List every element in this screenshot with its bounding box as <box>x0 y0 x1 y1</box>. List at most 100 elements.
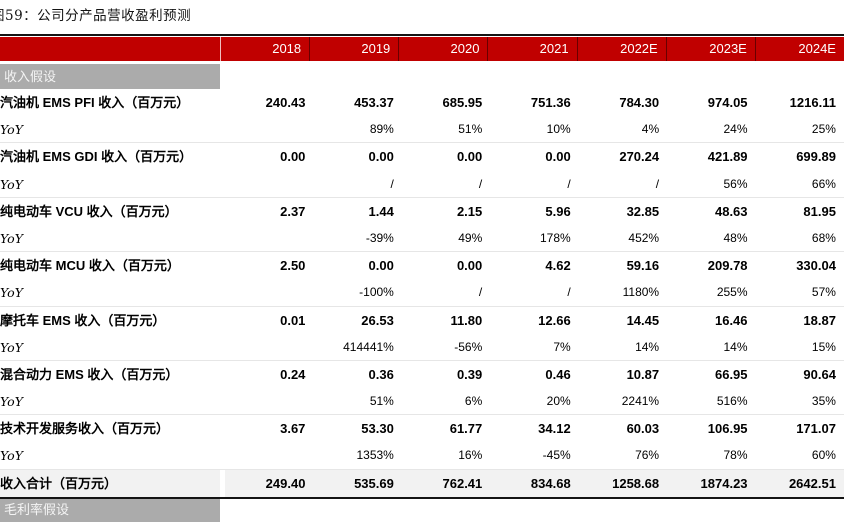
cell: 0.36 <box>368 366 394 382</box>
cell: 89% <box>369 122 394 137</box>
table-row: 纯电动车 VCU 收入（百万元） 2.37 1.44 2.15 5.96 32.85 48.… <box>0 198 844 225</box>
cell: 0.00 <box>280 149 306 165</box>
table-row: YoY 51% 6% 20% 2241% 516% 35% <box>0 388 844 416</box>
year-header: 2024E <box>754 37 844 61</box>
cell: 24% <box>723 122 748 137</box>
row-label: 汽油机 EMS GDI 收入（百万元） <box>0 149 193 165</box>
cell: 751.36 <box>530 95 571 110</box>
cell: 209.78 <box>707 258 748 274</box>
cell <box>225 225 313 251</box>
cell: / <box>655 176 660 191</box>
cell: 16% <box>458 448 483 463</box>
cell: 16.46 <box>714 312 748 328</box>
cell: 15% <box>811 339 836 354</box>
cell: 48.63 <box>714 203 748 219</box>
cell: 2642.51 <box>788 475 836 491</box>
row-label: YoY <box>0 339 23 355</box>
cell: 1353% <box>356 448 394 463</box>
table-row: YoY -100% / / 1180% 255% 57% <box>0 279 844 307</box>
cell: 2.50 <box>280 258 306 274</box>
cell: -45% <box>542 448 571 463</box>
cell <box>225 171 313 197</box>
cell: -56% <box>454 339 483 354</box>
row-label: 纯电动车 MCU 收入（百万元） <box>0 258 180 274</box>
cell: 4% <box>641 122 660 137</box>
table-header-row: 2018 2019 2020 2021 2022E 2023E 2024E <box>0 37 844 61</box>
section-header-gross-margin-assumptions: 毛利率假设 <box>0 498 220 522</box>
cell <box>225 279 313 305</box>
cell: 66.95 <box>714 366 748 382</box>
row-cells: 0.01 26.53 11.80 12.66 14.45 16.46 18.87 <box>225 307 844 334</box>
cell: 453.37 <box>354 95 394 110</box>
row-cells: / / / / 56% 66% <box>225 171 844 197</box>
cell: 26.53 <box>361 312 394 328</box>
table-body: 汽油机 EMS PFI 收入（百万元） 240.43 453.37 685.95 751… <box>0 89 844 470</box>
cell: 48% <box>723 230 748 245</box>
cell: 516% <box>716 394 748 409</box>
row-label: YoY <box>0 122 23 138</box>
cell: 171.07 <box>796 421 836 437</box>
cell: 2241% <box>621 394 660 409</box>
cell: 0.00 <box>456 149 483 165</box>
year-header-cells: 2018 2019 2020 2021 2022E 2023E 2024E <box>220 37 844 61</box>
cell: 25% <box>811 122 836 137</box>
cell: 32.85 <box>626 203 660 219</box>
cell: 0.01 <box>280 312 306 328</box>
cell: 81.95 <box>803 203 836 219</box>
cell: 66% <box>811 176 836 191</box>
cell: 974.05 <box>707 95 748 110</box>
row-cells: -39% 49% 178% 452% 48% 68% <box>225 225 844 251</box>
cell: 59.16 <box>626 258 660 274</box>
cell: 106.95 <box>707 421 748 437</box>
row-label: 纯电动车 VCU 收入（百万元） <box>0 203 178 219</box>
table-row: YoY 414441% -56% 7% 14% 14% 15% <box>0 334 844 361</box>
year-header: 2021 <box>487 37 576 61</box>
cell: 7% <box>553 339 571 354</box>
year-header: 2023E <box>665 37 755 61</box>
table-row: 汽油机 EMS PFI 收入（百万元） 240.43 453.37 685.95 751… <box>0 89 844 116</box>
table-row: YoY / / / / 56% 66% <box>0 171 844 198</box>
cell: 1180% <box>622 285 660 300</box>
row-cells: 2.37 1.44 2.15 5.96 32.85 48.63 81.95 <box>225 198 844 225</box>
cell: 10.87 <box>626 366 660 382</box>
table-row: 摩托车 EMS 收入（百万元） 0.01 26.53 11.80 12.66 14.45 1… <box>0 307 844 334</box>
row-cells: 414441% -56% 7% 14% 14% 15% <box>225 334 844 360</box>
row-cells: 1353% 16% -45% 76% 78% 60% <box>225 442 844 468</box>
cell: 2.15 <box>456 203 483 219</box>
row-cells: -100% / / 1180% 255% 57% <box>225 279 844 305</box>
cell: 685.95 <box>442 95 483 110</box>
cell: 699.89 <box>796 149 836 165</box>
year-header: 2020 <box>398 37 487 61</box>
cell: 0.00 <box>368 258 394 274</box>
cell: 249.40 <box>265 475 306 491</box>
year-header: 2018 <box>220 37 309 61</box>
cell <box>225 442 313 468</box>
cell: 78% <box>723 448 748 463</box>
cell: 14% <box>723 339 748 354</box>
cell: 60% <box>811 448 836 463</box>
table-row: 纯电动车 MCU 收入（百万元） 2.50 0.00 0.00 4.62 59.16 209… <box>0 252 844 279</box>
table-row: YoY 1353% 16% -45% 76% 78% 60% <box>0 442 844 470</box>
row-cells: 51% 6% 20% 2241% 516% 35% <box>225 388 844 414</box>
row-label: 技术开发服务收入（百万元） <box>0 421 170 437</box>
row-cells: 0.24 0.36 0.39 0.46 10.87 66.95 90.64 <box>225 361 844 388</box>
cell: 2.37 <box>280 203 306 219</box>
cell <box>225 334 313 360</box>
cell: 61.77 <box>449 421 483 437</box>
row-label: 汽油机 EMS PFI 收入（百万元） <box>0 95 190 110</box>
cell: 330.04 <box>796 258 836 274</box>
row-label: YoY <box>0 285 23 301</box>
cell: 0.24 <box>280 366 306 382</box>
table-bottom-border <box>0 496 844 499</box>
cell: 90.64 <box>803 366 836 382</box>
cell: / <box>390 176 394 191</box>
cell: 51% <box>458 122 483 137</box>
table-row: YoY 89% 51% 10% 4% 24% 25% <box>0 116 844 144</box>
table-row: 技术开发服务收入（百万元） 3.67 53.30 61.77 34.12 60.03 106… <box>0 415 844 442</box>
cell: 60.03 <box>626 421 660 437</box>
cell <box>225 388 313 414</box>
cell: 452% <box>628 230 660 245</box>
cell: 53.30 <box>361 421 394 437</box>
row-label: YoY <box>0 448 23 464</box>
forecast-table: 2018 2019 2020 2021 2022E 2023E 2024E 收入… <box>0 34 844 522</box>
